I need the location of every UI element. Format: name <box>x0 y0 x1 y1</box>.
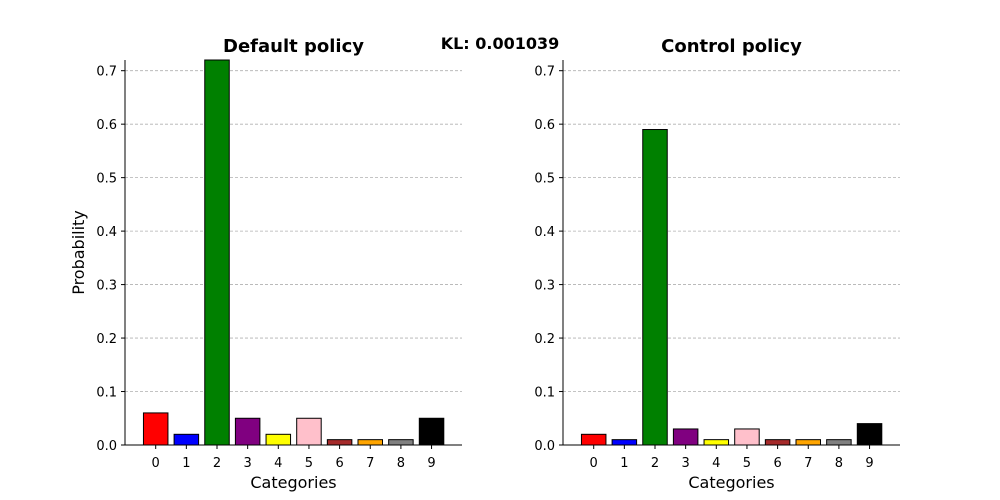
bar-category-1 <box>611 439 638 446</box>
bar-category-6 <box>764 439 791 446</box>
y-tick-label: 0.6 <box>96 118 117 133</box>
y-axis-label: Probability <box>69 210 88 295</box>
x-tick-label: 2 <box>213 456 221 471</box>
y-tick-label: 0.0 <box>534 439 555 454</box>
y-tick-label: 0.2 <box>96 332 117 347</box>
x-tick-label: 1 <box>620 456 628 471</box>
bar-category-1 <box>173 433 200 446</box>
x-tick-label: 0 <box>152 456 160 471</box>
x-tick-label: 8 <box>397 456 405 471</box>
bar-category-9 <box>418 417 445 446</box>
x-tick-label: 6 <box>773 456 781 471</box>
bar-category-9 <box>856 423 883 446</box>
bar-category-6 <box>326 439 353 446</box>
kl-divergence-label: KL: 0.001039 <box>440 34 560 53</box>
x-tick-label: 2 <box>651 456 659 471</box>
bar-category-4 <box>703 439 730 446</box>
x-tick-label: 7 <box>366 456 374 471</box>
bar-category-0 <box>580 433 607 446</box>
x-tick-label: 8 <box>835 456 843 471</box>
bar-category-3 <box>672 428 699 446</box>
y-tick-label: 0.7 <box>534 65 555 80</box>
y-tick-label: 0.4 <box>534 225 555 240</box>
y-tick-label: 0.7 <box>96 65 117 80</box>
x-tick-label: 1 <box>182 456 190 471</box>
control-policy-chart: 0.0 0.1 0.2 0.3 0.4 0.5 0.6 0.7 0 1 2 3 4 5 6 7 8 9 Contro… <box>534 36 900 492</box>
y-tick-label: 0.6 <box>534 118 555 133</box>
bar-category-3 <box>234 417 261 446</box>
bar-category-2 <box>204 59 230 446</box>
y-tick-label: 0.1 <box>96 386 117 401</box>
x-tick-label: 4 <box>274 456 282 471</box>
bar-category-2 <box>642 129 668 446</box>
x-tick-label: 9 <box>865 456 873 471</box>
x-tick-label: 6 <box>335 456 343 471</box>
default-policy-chart: 0.0 0.1 0.2 0.3 0.4 0.5 0.6 0.7 0 1 2 3 4 5 6 7 8 9 Defaul… <box>69 36 462 492</box>
x-tick-label: 5 <box>305 456 313 471</box>
chart-title: Default policy <box>223 36 364 57</box>
x-tick-label: 5 <box>743 456 751 471</box>
x-tick-label: 0 <box>590 456 598 471</box>
x-tick-label: 7 <box>804 456 812 471</box>
x-axis-label: Categories <box>688 473 774 492</box>
bar-category-0 <box>142 412 169 446</box>
x-tick-label: 9 <box>427 456 435 471</box>
bar-category-8 <box>388 439 414 446</box>
y-tick-label: 0.3 <box>534 279 555 294</box>
bar-category-5 <box>734 428 760 446</box>
bar-category-8 <box>826 439 852 446</box>
x-tick-label: 3 <box>682 456 690 471</box>
y-tick-label: 0.2 <box>534 332 555 347</box>
y-tick-label: 0.1 <box>534 386 555 401</box>
y-tick-label: 0.0 <box>96 439 117 454</box>
y-tick-label: 0.4 <box>96 225 117 240</box>
y-tick-label: 0.5 <box>534 172 555 187</box>
bar-category-7 <box>357 439 383 446</box>
x-tick-label: 4 <box>712 456 720 471</box>
bar-category-5 <box>296 417 322 446</box>
y-tick-label: 0.3 <box>96 279 117 294</box>
chart-title: Control policy <box>661 36 802 57</box>
x-tick-label: 3 <box>244 456 252 471</box>
bar-category-4 <box>265 433 292 446</box>
y-tick-label: 0.5 <box>96 172 117 187</box>
x-axis-label: Categories <box>250 473 336 492</box>
bar-category-7 <box>795 439 821 446</box>
